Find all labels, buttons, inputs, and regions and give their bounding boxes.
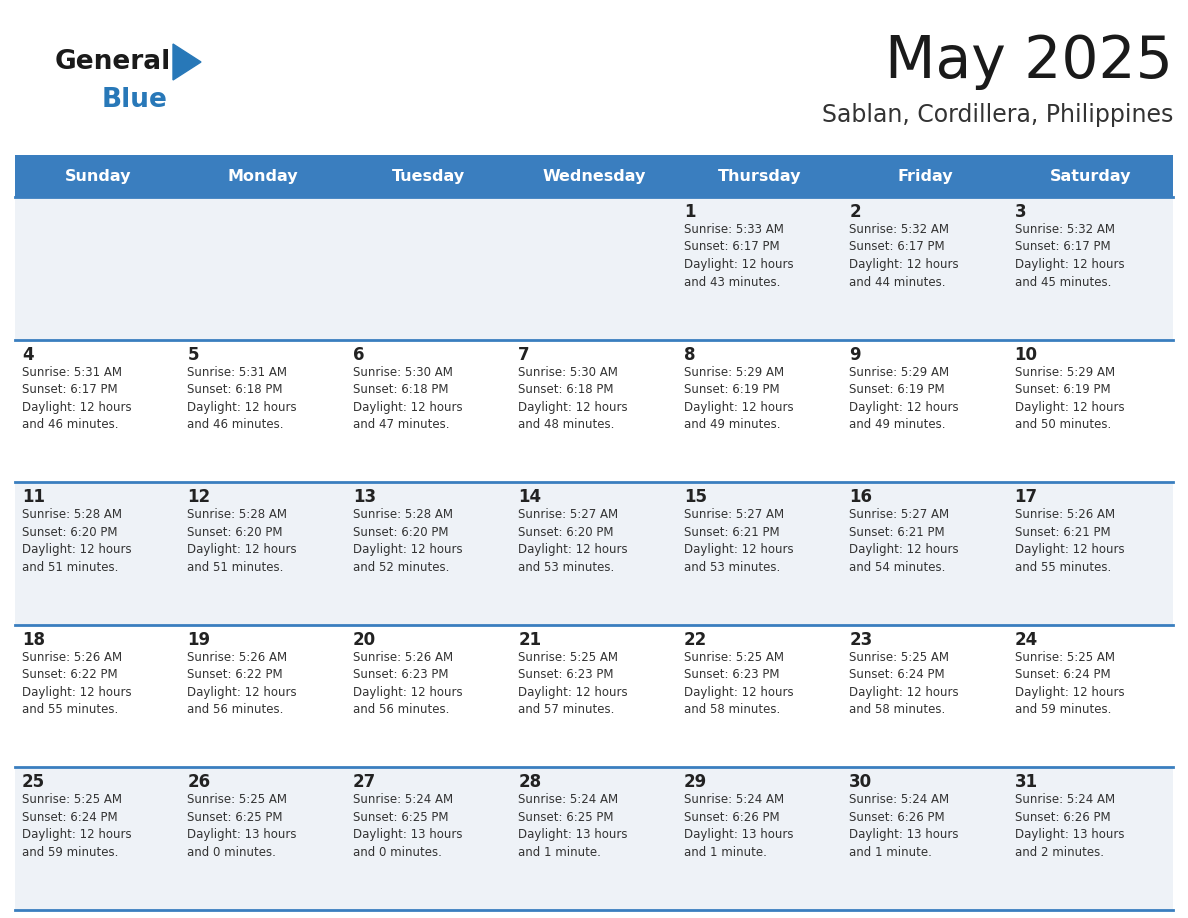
Text: Sunrise: 5:30 AM
Sunset: 6:18 PM
Daylight: 12 hours
and 47 minutes.: Sunrise: 5:30 AM Sunset: 6:18 PM Dayligh…: [353, 365, 462, 431]
Text: Friday: Friday: [897, 169, 953, 184]
Text: Sunrise: 5:28 AM
Sunset: 6:20 PM
Daylight: 12 hours
and 52 minutes.: Sunrise: 5:28 AM Sunset: 6:20 PM Dayligh…: [353, 509, 462, 574]
Text: 17: 17: [1015, 488, 1037, 506]
Text: General: General: [55, 49, 171, 75]
Text: Sunrise: 5:28 AM
Sunset: 6:20 PM
Daylight: 12 hours
and 51 minutes.: Sunrise: 5:28 AM Sunset: 6:20 PM Dayligh…: [188, 509, 297, 574]
Text: Blue: Blue: [102, 87, 168, 113]
Text: 1: 1: [684, 203, 695, 221]
Bar: [346, 155, 511, 197]
Text: Saturday: Saturday: [1049, 169, 1131, 184]
Bar: [15, 155, 181, 197]
Text: Sunrise: 5:30 AM
Sunset: 6:18 PM
Daylight: 12 hours
and 48 minutes.: Sunrise: 5:30 AM Sunset: 6:18 PM Dayligh…: [518, 365, 628, 431]
Text: 9: 9: [849, 345, 861, 364]
Text: Sunrise: 5:25 AM
Sunset: 6:24 PM
Daylight: 12 hours
and 59 minutes.: Sunrise: 5:25 AM Sunset: 6:24 PM Dayligh…: [1015, 651, 1124, 716]
Text: Sunrise: 5:28 AM
Sunset: 6:20 PM
Daylight: 12 hours
and 51 minutes.: Sunrise: 5:28 AM Sunset: 6:20 PM Dayligh…: [23, 509, 132, 574]
Bar: [1007, 155, 1173, 197]
Text: 7: 7: [518, 345, 530, 364]
Text: 18: 18: [23, 631, 45, 649]
Text: 2: 2: [849, 203, 861, 221]
Text: Sunrise: 5:32 AM
Sunset: 6:17 PM
Daylight: 12 hours
and 45 minutes.: Sunrise: 5:32 AM Sunset: 6:17 PM Dayligh…: [1015, 223, 1124, 288]
Text: 13: 13: [353, 488, 375, 506]
Bar: [181, 155, 346, 197]
Text: 4: 4: [23, 345, 33, 364]
Text: 31: 31: [1015, 773, 1037, 791]
Text: Sunrise: 5:32 AM
Sunset: 6:17 PM
Daylight: 12 hours
and 44 minutes.: Sunrise: 5:32 AM Sunset: 6:17 PM Dayligh…: [849, 223, 959, 288]
Text: 27: 27: [353, 773, 377, 791]
Text: 10: 10: [1015, 345, 1037, 364]
Text: Sunrise: 5:27 AM
Sunset: 6:21 PM
Daylight: 12 hours
and 54 minutes.: Sunrise: 5:27 AM Sunset: 6:21 PM Dayligh…: [849, 509, 959, 574]
Text: 30: 30: [849, 773, 872, 791]
Text: Sunrise: 5:26 AM
Sunset: 6:21 PM
Daylight: 12 hours
and 55 minutes.: Sunrise: 5:26 AM Sunset: 6:21 PM Dayligh…: [1015, 509, 1124, 574]
Text: 22: 22: [684, 631, 707, 649]
Text: 16: 16: [849, 488, 872, 506]
Bar: [15, 340, 1173, 482]
Text: Tuesday: Tuesday: [392, 169, 466, 184]
Bar: [677, 155, 842, 197]
Bar: [842, 155, 1007, 197]
Text: 12: 12: [188, 488, 210, 506]
Bar: [15, 625, 1173, 767]
Text: Sunrise: 5:25 AM
Sunset: 6:25 PM
Daylight: 13 hours
and 0 minutes.: Sunrise: 5:25 AM Sunset: 6:25 PM Dayligh…: [188, 793, 297, 859]
Text: May 2025: May 2025: [885, 33, 1173, 91]
Text: Sunrise: 5:26 AM
Sunset: 6:22 PM
Daylight: 12 hours
and 55 minutes.: Sunrise: 5:26 AM Sunset: 6:22 PM Dayligh…: [23, 651, 132, 716]
Text: 28: 28: [518, 773, 542, 791]
Text: Sunrise: 5:27 AM
Sunset: 6:20 PM
Daylight: 12 hours
and 53 minutes.: Sunrise: 5:27 AM Sunset: 6:20 PM Dayligh…: [518, 509, 628, 574]
Text: Sunrise: 5:27 AM
Sunset: 6:21 PM
Daylight: 12 hours
and 53 minutes.: Sunrise: 5:27 AM Sunset: 6:21 PM Dayligh…: [684, 509, 794, 574]
Text: 21: 21: [518, 631, 542, 649]
Bar: [511, 155, 677, 197]
Text: 11: 11: [23, 488, 45, 506]
Text: Sunrise: 5:31 AM
Sunset: 6:17 PM
Daylight: 12 hours
and 46 minutes.: Sunrise: 5:31 AM Sunset: 6:17 PM Dayligh…: [23, 365, 132, 431]
Text: 14: 14: [518, 488, 542, 506]
Text: Sablan, Cordillera, Philippines: Sablan, Cordillera, Philippines: [822, 103, 1173, 127]
Text: 26: 26: [188, 773, 210, 791]
Text: 15: 15: [684, 488, 707, 506]
Text: Sunday: Sunday: [64, 169, 131, 184]
Text: Monday: Monday: [228, 169, 298, 184]
Text: Sunrise: 5:29 AM
Sunset: 6:19 PM
Daylight: 12 hours
and 50 minutes.: Sunrise: 5:29 AM Sunset: 6:19 PM Dayligh…: [1015, 365, 1124, 431]
Text: Sunrise: 5:24 AM
Sunset: 6:25 PM
Daylight: 13 hours
and 0 minutes.: Sunrise: 5:24 AM Sunset: 6:25 PM Dayligh…: [353, 793, 462, 859]
Text: Sunrise: 5:26 AM
Sunset: 6:23 PM
Daylight: 12 hours
and 56 minutes.: Sunrise: 5:26 AM Sunset: 6:23 PM Dayligh…: [353, 651, 462, 716]
Text: 25: 25: [23, 773, 45, 791]
Text: Sunrise: 5:24 AM
Sunset: 6:26 PM
Daylight: 13 hours
and 2 minutes.: Sunrise: 5:24 AM Sunset: 6:26 PM Dayligh…: [1015, 793, 1124, 859]
Text: Sunrise: 5:31 AM
Sunset: 6:18 PM
Daylight: 12 hours
and 46 minutes.: Sunrise: 5:31 AM Sunset: 6:18 PM Dayligh…: [188, 365, 297, 431]
Text: 8: 8: [684, 345, 695, 364]
Bar: [15, 767, 1173, 910]
Text: Sunrise: 5:26 AM
Sunset: 6:22 PM
Daylight: 12 hours
and 56 minutes.: Sunrise: 5:26 AM Sunset: 6:22 PM Dayligh…: [188, 651, 297, 716]
Bar: [15, 197, 1173, 340]
Polygon shape: [173, 44, 201, 80]
Text: 23: 23: [849, 631, 872, 649]
Text: 3: 3: [1015, 203, 1026, 221]
Text: Sunrise: 5:29 AM
Sunset: 6:19 PM
Daylight: 12 hours
and 49 minutes.: Sunrise: 5:29 AM Sunset: 6:19 PM Dayligh…: [849, 365, 959, 431]
Text: Sunrise: 5:25 AM
Sunset: 6:24 PM
Daylight: 12 hours
and 58 minutes.: Sunrise: 5:25 AM Sunset: 6:24 PM Dayligh…: [849, 651, 959, 716]
Bar: [15, 482, 1173, 625]
Text: 29: 29: [684, 773, 707, 791]
Text: Thursday: Thursday: [718, 169, 801, 184]
Text: 6: 6: [353, 345, 365, 364]
Text: 20: 20: [353, 631, 375, 649]
Text: 5: 5: [188, 345, 198, 364]
Text: Sunrise: 5:33 AM
Sunset: 6:17 PM
Daylight: 12 hours
and 43 minutes.: Sunrise: 5:33 AM Sunset: 6:17 PM Dayligh…: [684, 223, 794, 288]
Text: 24: 24: [1015, 631, 1038, 649]
Text: Wednesday: Wednesday: [542, 169, 646, 184]
Text: Sunrise: 5:25 AM
Sunset: 6:23 PM
Daylight: 12 hours
and 57 minutes.: Sunrise: 5:25 AM Sunset: 6:23 PM Dayligh…: [518, 651, 628, 716]
Text: 19: 19: [188, 631, 210, 649]
Text: Sunrise: 5:25 AM
Sunset: 6:23 PM
Daylight: 12 hours
and 58 minutes.: Sunrise: 5:25 AM Sunset: 6:23 PM Dayligh…: [684, 651, 794, 716]
Text: Sunrise: 5:29 AM
Sunset: 6:19 PM
Daylight: 12 hours
and 49 minutes.: Sunrise: 5:29 AM Sunset: 6:19 PM Dayligh…: [684, 365, 794, 431]
Text: Sunrise: 5:25 AM
Sunset: 6:24 PM
Daylight: 12 hours
and 59 minutes.: Sunrise: 5:25 AM Sunset: 6:24 PM Dayligh…: [23, 793, 132, 859]
Text: Sunrise: 5:24 AM
Sunset: 6:25 PM
Daylight: 13 hours
and 1 minute.: Sunrise: 5:24 AM Sunset: 6:25 PM Dayligh…: [518, 793, 627, 859]
Text: Sunrise: 5:24 AM
Sunset: 6:26 PM
Daylight: 13 hours
and 1 minute.: Sunrise: 5:24 AM Sunset: 6:26 PM Dayligh…: [849, 793, 959, 859]
Text: Sunrise: 5:24 AM
Sunset: 6:26 PM
Daylight: 13 hours
and 1 minute.: Sunrise: 5:24 AM Sunset: 6:26 PM Dayligh…: [684, 793, 794, 859]
